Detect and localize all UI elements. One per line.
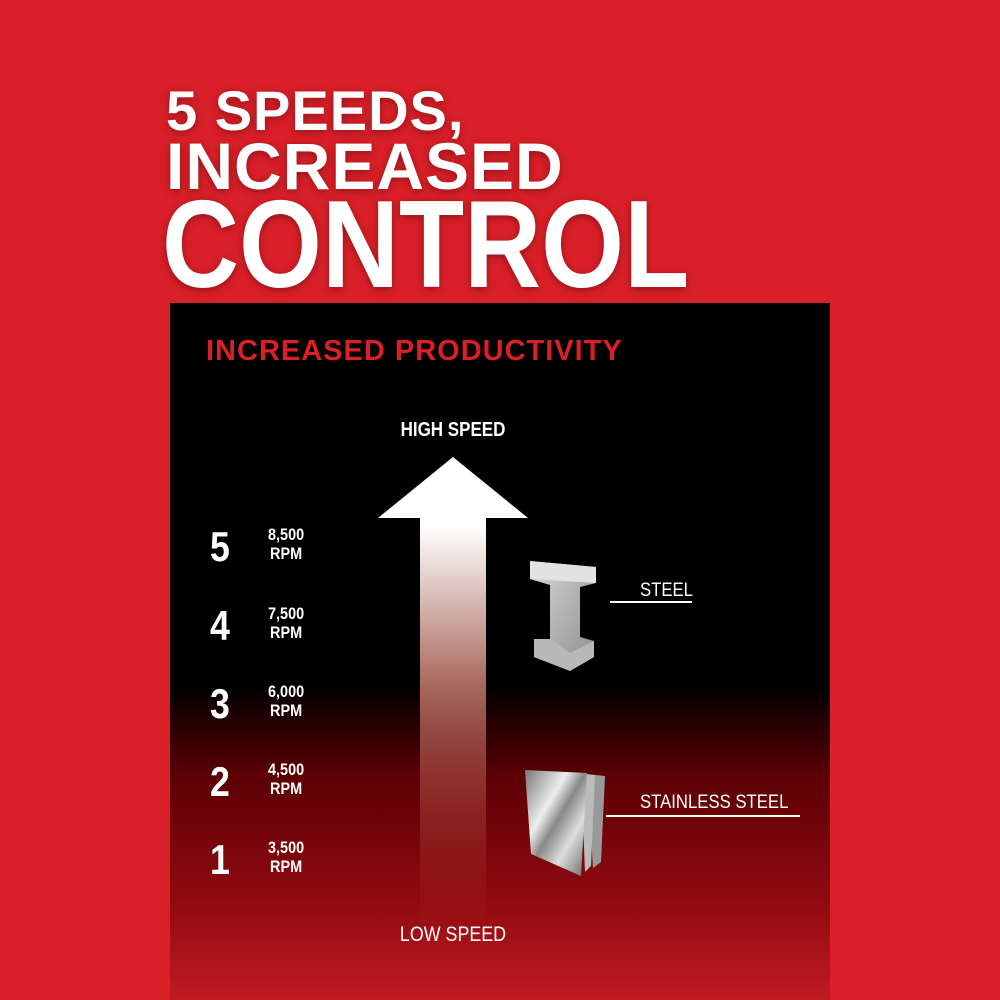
rpm-value: 3,500 xyxy=(268,838,305,857)
high-speed-label: HIGH SPEED xyxy=(400,419,506,441)
headline-line-1: 5 SPEEDS, xyxy=(166,79,465,142)
speed-panel: INCREASED PRODUCTIVITY HIGH SPEED LOW SP… xyxy=(170,303,830,1000)
rpm-value: 6,000 xyxy=(268,682,305,701)
speed-row-5: 5 8,500 RPM xyxy=(210,523,330,573)
rpm-value: 7,500 xyxy=(268,604,305,623)
i-beam-icon xyxy=(530,561,596,671)
speed-level: 2 xyxy=(210,758,230,805)
rpm-unit: RPM xyxy=(270,857,303,876)
low-speed-label: LOW SPEED xyxy=(399,923,507,946)
speed-row-1: 1 3,500 RPM xyxy=(210,836,330,886)
rpm-unit: RPM xyxy=(270,701,303,720)
rpm-unit: RPM xyxy=(270,544,303,563)
speed-level: 5 xyxy=(210,523,230,570)
speed-level: 1 xyxy=(210,836,230,883)
speed-level: 3 xyxy=(210,680,230,727)
rpm-value: 4,500 xyxy=(268,760,305,779)
stainless-steel-label: STAINLESS STEEL xyxy=(640,792,789,813)
steel-label: STEEL xyxy=(640,580,693,601)
panel-title: INCREASED PRODUCTIVITY xyxy=(206,335,623,367)
rpm-unit: RPM xyxy=(270,623,303,642)
headline-line-2: INCREASED xyxy=(166,129,564,203)
speed-row-3: 3 6,000 RPM xyxy=(210,680,330,730)
stainless-steel-leader-line xyxy=(606,815,800,817)
speed-level: 4 xyxy=(210,602,230,649)
steel-leader-line xyxy=(610,601,692,603)
speed-arrow-icon xyxy=(378,457,528,917)
speed-row-4: 4 7,500 RPM xyxy=(210,602,330,652)
headline-line-3: CONTROL xyxy=(162,176,690,314)
rpm-unit: RPM xyxy=(270,779,303,798)
rpm-value: 8,500 xyxy=(268,525,305,544)
metal-sheets-icon xyxy=(525,770,605,876)
speed-row-2: 2 4,500 RPM xyxy=(210,758,330,808)
